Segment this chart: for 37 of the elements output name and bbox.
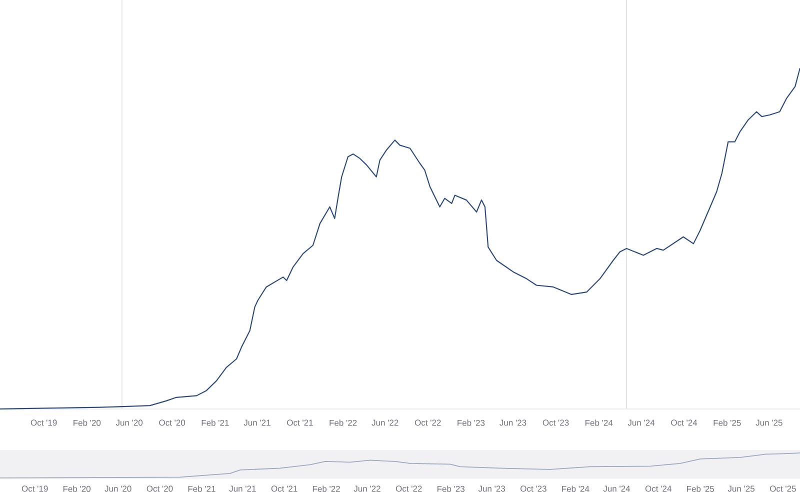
x-tick-label: Feb '25 bbox=[714, 420, 741, 426]
x-tick-label: Oct '20 bbox=[146, 486, 173, 492]
x-tick-label: Jun '23 bbox=[478, 486, 506, 492]
x-tick-label: Oct '25 bbox=[770, 486, 796, 492]
x-tick-label: Feb '24 bbox=[562, 486, 590, 492]
x-tick-label: Feb '25 bbox=[686, 486, 714, 492]
x-tick-label: Oct '22 bbox=[414, 420, 441, 426]
x-tick-label: Jun '24 bbox=[628, 420, 655, 426]
x-tick-label: Jun '25 bbox=[728, 486, 755, 492]
x-tick-label: Oct '21 bbox=[271, 486, 298, 492]
x-tick-label: Feb '24 bbox=[586, 420, 613, 426]
x-tick-label: Oct '24 bbox=[671, 420, 698, 426]
x-tick-label: Feb '20 bbox=[74, 420, 101, 426]
x-tick-label: Jun '25 bbox=[756, 420, 782, 426]
x-tick-label: Feb '22 bbox=[330, 420, 357, 426]
x-tick-label: Oct '23 bbox=[520, 486, 546, 492]
x-tick-label: Oct '21 bbox=[287, 420, 313, 426]
x-tick-label: Jun '20 bbox=[104, 486, 132, 492]
x-tick-label: Feb '22 bbox=[312, 486, 340, 492]
x-tick-label: Feb '21 bbox=[202, 420, 229, 426]
x-tick-label: Feb '21 bbox=[188, 486, 216, 492]
x-tick-label: Feb '23 bbox=[438, 486, 465, 492]
x-tick-label: Jun '22 bbox=[372, 420, 398, 426]
x-tick-label: Jun '21 bbox=[244, 420, 270, 426]
x-tick-label: Jun '22 bbox=[354, 486, 380, 492]
x-tick-label: Jun '24 bbox=[603, 486, 630, 492]
x-tick-label: Oct '24 bbox=[645, 486, 672, 492]
x-tick-label: Jun '20 bbox=[116, 420, 143, 426]
x-tick-label: Jun '23 bbox=[500, 420, 526, 426]
x-tick-label: Oct '23 bbox=[542, 420, 569, 426]
x-tick-label: Feb '20 bbox=[63, 486, 90, 492]
x-tick-label: Oct '22 bbox=[396, 486, 422, 492]
x-tick-label: Oct '20 bbox=[159, 420, 186, 426]
x-tick-label: Jun '21 bbox=[229, 486, 256, 492]
x-tick-label: Oct '19 bbox=[30, 420, 57, 426]
x-tick-label: Feb '23 bbox=[458, 420, 485, 426]
x-tick-label: Oct '19 bbox=[22, 486, 48, 492]
